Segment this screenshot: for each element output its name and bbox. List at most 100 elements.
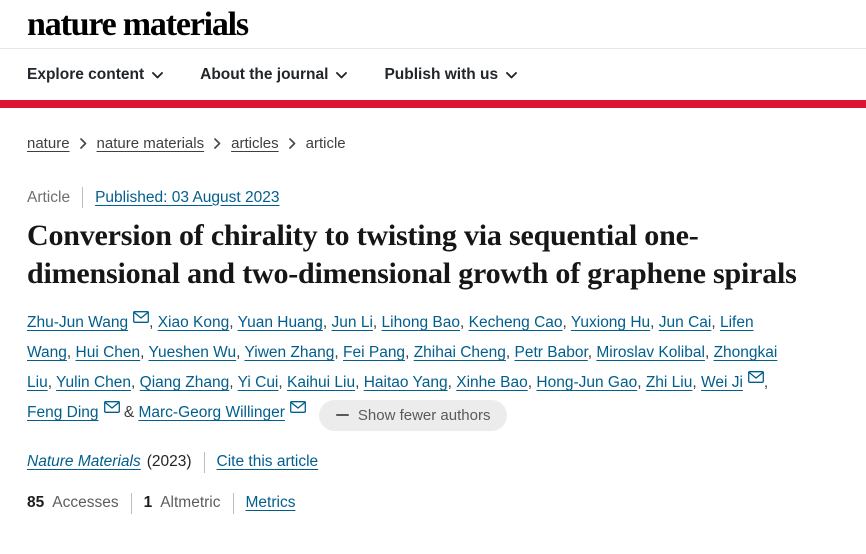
author-link-xinhe-bao[interactable]: Xinhe Bao: [456, 374, 528, 391]
author-comma: ,: [637, 374, 646, 391]
author-link-lihong-bao[interactable]: Lihong Bao: [381, 314, 460, 331]
journal-link[interactable]: Nature Materials: [27, 453, 141, 470]
author-link-jun-cai[interactable]: Jun Cai: [658, 314, 712, 331]
author-comma: ,: [711, 314, 720, 331]
author-comma: ,: [66, 344, 76, 361]
brand-red-bar: [0, 100, 866, 108]
author-link-marc-georg-willinger[interactable]: Marc-Georg Willinger: [138, 404, 285, 421]
article-page: nature nature materials articles article Ar…: [0, 135, 866, 514]
author-link-yuan-huang[interactable]: Yuan Huang: [237, 314, 323, 331]
altmetric-label: Altmetric: [160, 494, 221, 511]
chevron-down-icon: [506, 72, 518, 79]
breadcrumb-item-articles[interactable]: articles: [231, 135, 279, 152]
author-link-xiao-kong[interactable]: Xiao Kong: [157, 314, 230, 331]
author-link-yuxiong-hu[interactable]: Yuxiong Hu: [570, 314, 651, 331]
chevron-down-icon: [152, 72, 164, 79]
author-link-yi-cui[interactable]: Yi Cui: [237, 374, 279, 391]
envelope-icon[interactable]: [133, 304, 150, 334]
breadcrumb-item-article: article: [305, 135, 346, 152]
author-list: Zhu-Jun Wang, Xiao Kong, Yuan Huang, Jun…: [27, 308, 783, 431]
journal-logo[interactable]: nature materials: [27, 6, 249, 43]
author-comma: ,: [355, 374, 364, 391]
author-link-feng-ding[interactable]: Feng Ding: [27, 404, 99, 421]
author-link-fei-pang[interactable]: Fei Pang: [343, 344, 406, 361]
nav-item-publish-with-us[interactable]: Publish with us: [384, 65, 518, 84]
minus-icon: [335, 414, 349, 416]
author-comma: ,: [505, 344, 515, 361]
author-ampersand: &: [119, 404, 139, 421]
author-comma: ,: [459, 314, 469, 331]
author-comma: ,: [140, 344, 149, 361]
author-link-wei-ji[interactable]: Wei Ji: [700, 374, 743, 391]
author-comma: ,: [562, 314, 571, 331]
chevron-right-icon: [214, 138, 221, 149]
author-link-zhu-jun-wang[interactable]: Zhu-Jun Wang: [27, 314, 129, 331]
article-title: Conversion of chirality to twisting via …: [27, 219, 797, 290]
author-comma: ,: [149, 314, 158, 331]
author-link-zhongkai-liu[interactable]: Zhongkai Liu: [27, 344, 778, 391]
author-comma: ,: [229, 374, 238, 391]
author-link-hong-jun-gao[interactable]: Hong-Jun Gao: [536, 374, 638, 391]
author-comma: ,: [334, 344, 344, 361]
accesses-label: Accesses: [52, 494, 119, 511]
author-comma: ,: [527, 374, 537, 391]
author-link-zhihai-cheng[interactable]: Zhihai Cheng: [413, 344, 506, 361]
chevron-right-icon: [79, 138, 86, 149]
envelope-icon[interactable]: [289, 394, 306, 424]
show-fewer-authors-label: Show fewer authors: [357, 406, 491, 424]
article-type-label: Article: [27, 188, 71, 206]
author-comma: ,: [692, 374, 701, 391]
show-fewer-authors-button[interactable]: Show fewer authors: [318, 399, 508, 431]
breadcrumb-item-nature-materials[interactable]: nature materials: [96, 135, 205, 152]
author-link-yueshen-wu[interactable]: Yueshen Wu: [148, 344, 237, 361]
envelope-icon[interactable]: [747, 364, 764, 394]
author-comma: ,: [229, 314, 238, 331]
nav-item-explore-content[interactable]: Explore content: [27, 66, 164, 84]
chevron-down-icon: [336, 72, 348, 79]
author-comma: ,: [278, 374, 288, 391]
author-link-petr-babor[interactable]: Petr Babor: [514, 344, 588, 361]
author-link-zhi-liu[interactable]: Zhi Liu: [645, 374, 693, 391]
nav-item-label: About the journal: [200, 65, 329, 83]
author-link-lifen-wang[interactable]: Lifen Wang: [27, 314, 754, 361]
author-link-jun-li[interactable]: Jun Li: [331, 314, 373, 331]
breadcrumb-separator: [79, 138, 87, 149]
metrics-row: 85 Accesses 1 Altmetric Metrics: [27, 492, 866, 514]
author-comma: ,: [322, 314, 332, 331]
author-link-yiwen-zhang[interactable]: Yiwen Zhang: [244, 344, 335, 361]
author-link-hui-chen[interactable]: Hui Chen: [75, 344, 141, 361]
logo-row: nature materials: [0, 0, 866, 49]
citation-year: (2023): [146, 453, 192, 470]
breadcrumb-separator: [214, 138, 221, 149]
metrics-link[interactable]: Metrics: [245, 494, 296, 511]
author-comma: ,: [47, 374, 57, 391]
author-comma: ,: [650, 314, 659, 331]
accesses-count: 85: [27, 494, 45, 511]
author-comma: ,: [372, 314, 382, 331]
author-comma: ,: [763, 374, 769, 391]
metrics-divider-1: [130, 492, 132, 514]
author-comma: ,: [704, 344, 714, 361]
author-link-kecheng-cao[interactable]: Kecheng Cao: [468, 314, 563, 331]
author-comma: ,: [587, 344, 597, 361]
author-link-yulin-chen[interactable]: Yulin Chen: [56, 374, 132, 391]
nav-item-label: Publish with us: [384, 65, 499, 83]
altmetric-count: 1: [143, 494, 153, 511]
author-comma: ,: [447, 374, 457, 391]
author-comma: ,: [131, 374, 140, 391]
author-link-qiang-zhang[interactable]: Qiang Zhang: [139, 374, 230, 391]
envelope-icon[interactable]: [103, 394, 120, 424]
published-date-link[interactable]: Published: 03 August 2023: [95, 188, 280, 206]
meta-divider: [82, 187, 84, 208]
metrics-divider-2: [232, 492, 234, 514]
site-header: nature materials Explore content About th…: [0, 0, 866, 108]
author-link-kaihui-liu[interactable]: Kaihui Liu: [287, 374, 356, 391]
nav-item-about-the-journal[interactable]: About the journal: [200, 65, 348, 84]
cite-this-article-link[interactable]: Cite this article: [216, 453, 319, 470]
author-comma: ,: [236, 344, 245, 361]
breadcrumb-separator: [288, 138, 296, 149]
author-link-miroslav-kolibal[interactable]: Miroslav Kolibal: [596, 344, 705, 361]
breadcrumb-item-nature[interactable]: nature: [27, 135, 70, 152]
author-link-haitao-yang[interactable]: Haitao Yang: [363, 374, 448, 391]
